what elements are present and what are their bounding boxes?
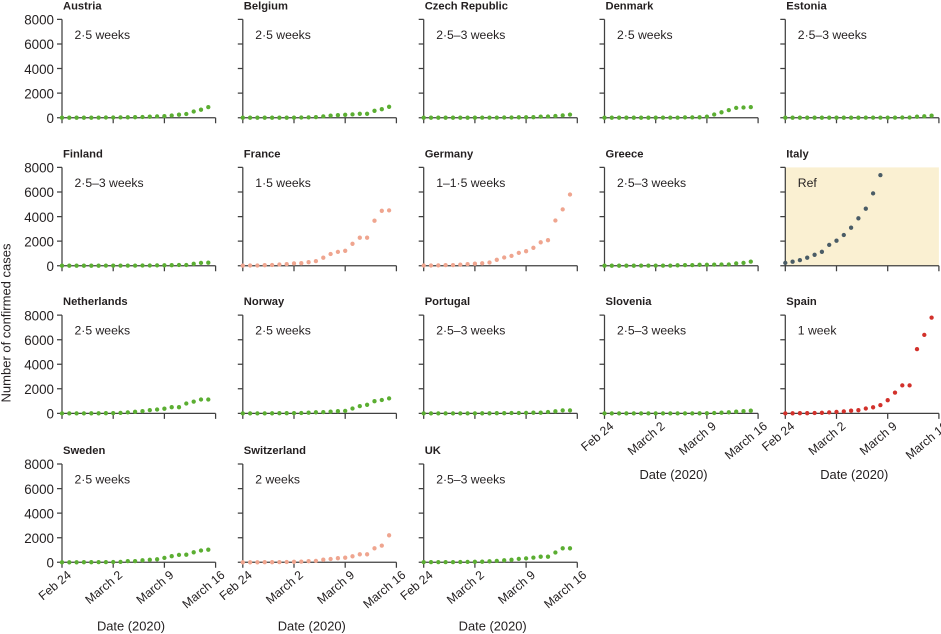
svg-text:1 week: 1 week — [798, 324, 838, 338]
svg-text:1·5 weeks: 1·5 weeks — [255, 176, 311, 190]
svg-text:2·5 weeks: 2·5 weeks — [617, 28, 673, 42]
svg-text:Portugal: Portugal — [425, 296, 470, 308]
svg-text:Date (2020): Date (2020) — [278, 618, 346, 633]
svg-text:Netherlands: Netherlands — [63, 296, 128, 308]
svg-text:France: France — [244, 149, 281, 161]
svg-text:Ref: Ref — [798, 176, 818, 190]
svg-text:Estonia: Estonia — [786, 1, 827, 13]
svg-text:Switzerland: Switzerland — [244, 445, 306, 457]
svg-text:Sweden: Sweden — [63, 445, 105, 457]
svg-text:Date (2020): Date (2020) — [459, 618, 527, 633]
svg-text:2000: 2000 — [24, 531, 54, 546]
svg-text:Belgium: Belgium — [244, 1, 288, 13]
svg-text:6000: 6000 — [24, 333, 54, 348]
svg-text:6000: 6000 — [24, 37, 54, 52]
svg-text:2000: 2000 — [24, 382, 54, 397]
svg-text:4000: 4000 — [24, 506, 54, 521]
svg-text:Czech Republic: Czech Republic — [425, 1, 508, 13]
svg-text:2·5 weeks: 2·5 weeks — [75, 472, 131, 486]
svg-text:2·5–3 weeks: 2·5–3 weeks — [436, 324, 505, 338]
svg-text:2000: 2000 — [24, 86, 54, 101]
svg-text:2·5–3 weeks: 2·5–3 weeks — [617, 324, 686, 338]
svg-text:6000: 6000 — [24, 482, 54, 497]
svg-text:UK: UK — [425, 445, 441, 457]
svg-text:0: 0 — [47, 111, 54, 126]
svg-text:6000: 6000 — [24, 185, 54, 200]
svg-text:2·5–3 weeks: 2·5–3 weeks — [617, 176, 686, 190]
svg-text:Slovenia: Slovenia — [606, 296, 653, 308]
svg-text:Italy: Italy — [786, 149, 809, 161]
svg-text:8000: 8000 — [24, 13, 54, 28]
svg-text:2·5–3 weeks: 2·5–3 weeks — [436, 28, 505, 42]
svg-text:Greece: Greece — [606, 149, 644, 161]
svg-text:Denmark: Denmark — [606, 1, 655, 13]
svg-text:0: 0 — [47, 259, 54, 274]
svg-text:Date (2020): Date (2020) — [820, 467, 888, 482]
svg-text:2·5–3 weeks: 2·5–3 weeks — [436, 472, 505, 486]
svg-text:2·5–3 weeks: 2·5–3 weeks — [798, 28, 867, 42]
svg-text:8000: 8000 — [24, 308, 54, 323]
svg-text:0: 0 — [47, 407, 54, 422]
svg-text:4000: 4000 — [24, 210, 54, 225]
svg-text:Number of confirmed cases: Number of confirmed cases — [0, 243, 14, 402]
svg-text:2·5 weeks: 2·5 weeks — [75, 28, 131, 42]
svg-text:1–1·5 weeks: 1–1·5 weeks — [436, 176, 505, 190]
svg-text:Germany: Germany — [425, 149, 474, 161]
svg-text:Austria: Austria — [63, 1, 102, 13]
svg-text:2000: 2000 — [24, 234, 54, 249]
svg-text:Norway: Norway — [244, 296, 285, 308]
svg-text:2·5 weeks: 2·5 weeks — [255, 28, 311, 42]
svg-text:8000: 8000 — [24, 161, 54, 176]
svg-text:Spain: Spain — [786, 296, 817, 308]
svg-text:Date (2020): Date (2020) — [97, 618, 165, 633]
svg-text:Date (2020): Date (2020) — [639, 467, 707, 482]
svg-text:2 weeks: 2 weeks — [255, 472, 300, 486]
svg-text:4000: 4000 — [24, 357, 54, 372]
svg-text:4000: 4000 — [24, 62, 54, 77]
svg-text:8000: 8000 — [24, 457, 54, 472]
svg-text:0: 0 — [47, 556, 54, 571]
svg-text:Finland: Finland — [63, 149, 103, 161]
svg-text:2·5 weeks: 2·5 weeks — [255, 324, 311, 338]
svg-text:2·5–3 weeks: 2·5–3 weeks — [75, 176, 144, 190]
svg-text:2·5 weeks: 2·5 weeks — [75, 324, 131, 338]
